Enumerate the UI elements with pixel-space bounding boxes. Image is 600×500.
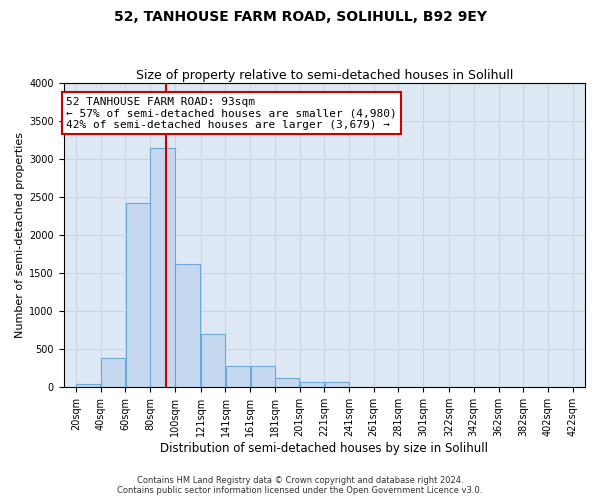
Bar [126, 204, 150, 388]
Bar [76, 384, 100, 388]
Bar [275, 378, 299, 388]
X-axis label: Distribution of semi-detached houses by size in Solihull: Distribution of semi-detached houses by … [160, 442, 488, 455]
Text: 52, TANHOUSE FARM ROAD, SOLIHULL, B92 9EY: 52, TANHOUSE FARM ROAD, SOLIHULL, B92 9E… [113, 10, 487, 24]
Bar [151, 148, 175, 388]
Text: 52 TANHOUSE FARM ROAD: 93sqm
← 57% of semi-detached houses are smaller (4,980)
4: 52 TANHOUSE FARM ROAD: 93sqm ← 57% of se… [66, 97, 397, 130]
Text: Contains HM Land Registry data © Crown copyright and database right 2024.
Contai: Contains HM Land Registry data © Crown c… [118, 476, 482, 495]
Bar [226, 366, 250, 388]
Bar [251, 366, 275, 388]
Bar [325, 382, 349, 388]
Bar [300, 382, 324, 388]
Title: Size of property relative to semi-detached houses in Solihull: Size of property relative to semi-detach… [136, 69, 513, 82]
Bar [175, 264, 200, 388]
Bar [201, 334, 225, 388]
Y-axis label: Number of semi-detached properties: Number of semi-detached properties [15, 132, 25, 338]
Bar [101, 358, 125, 388]
